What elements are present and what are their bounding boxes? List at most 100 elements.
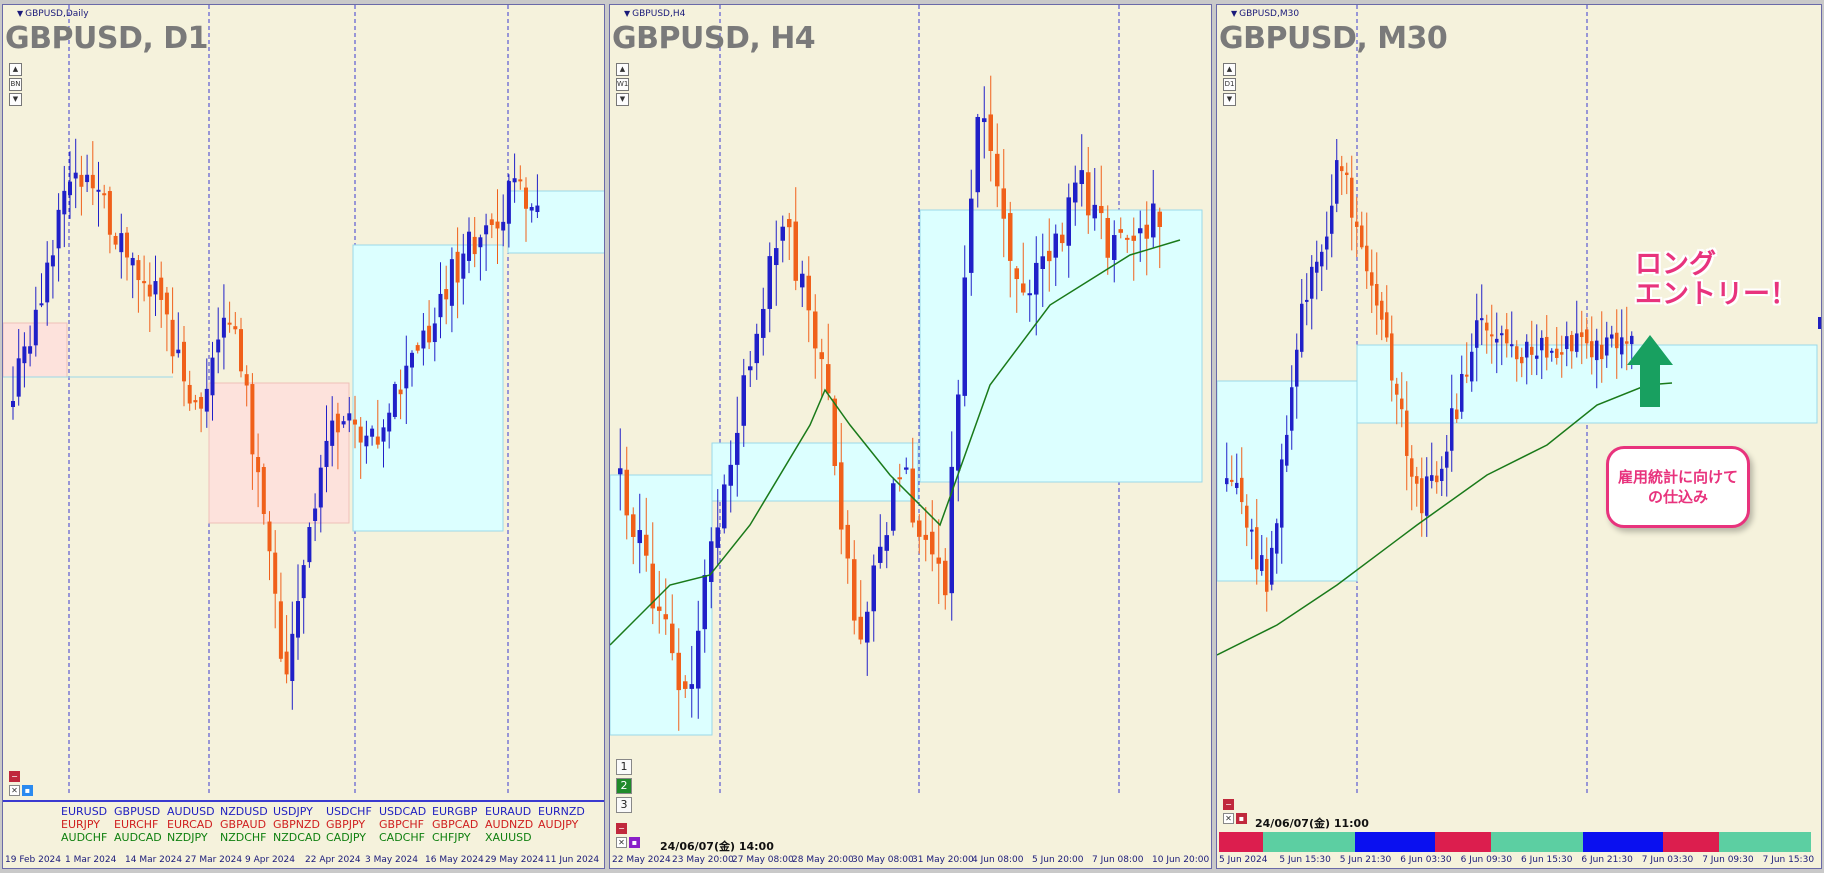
candle-body <box>170 319 175 357</box>
symbol-button[interactable]: NZDUSD <box>220 805 268 818</box>
tf-button-3[interactable]: 3 <box>616 797 632 813</box>
session-block <box>1219 832 1263 852</box>
chart-panel-m30[interactable]: ▼ GBPUSD,M30 GBPUSD, M30 ▲ D1 ▼ − ✕ ▪ 24/… <box>1216 4 1822 869</box>
scroll-up-icon[interactable]: ▲ <box>616 63 629 76</box>
settings-icon[interactable]: ▪ <box>629 837 640 848</box>
symbol-button[interactable]: CADCHF <box>379 831 425 844</box>
settings-icon[interactable]: ▪ <box>22 785 33 796</box>
candle-body <box>1545 336 1549 358</box>
chart-panel-h4[interactable]: ▼ GBPUSD,H4 GBPUSD, H4 ▲ W1 ▼ 1 2 3 − ✕ ▪… <box>609 4 1212 869</box>
candle-body <box>774 248 779 266</box>
minimize-icon[interactable]: − <box>616 823 627 834</box>
symbol-button[interactable]: GBPNZD <box>273 818 320 831</box>
symbol-button[interactable]: EURUSD <box>61 805 108 818</box>
scroll-up-icon[interactable]: ▲ <box>1223 63 1236 76</box>
symbol-button[interactable]: USDCHF <box>326 805 372 818</box>
time-axis-label: 6 Jun 03:30 <box>1400 855 1452 865</box>
symbol-button[interactable]: USDCAD <box>379 805 427 818</box>
candle-body <box>1305 299 1309 302</box>
candle-body <box>22 346 27 364</box>
symbol-button[interactable]: EURCAD <box>167 818 213 831</box>
candle-body <box>949 466 954 594</box>
scroll-down-icon[interactable]: ▼ <box>1223 93 1236 106</box>
callout-text: 雇用統計に向けて の仕込み <box>1617 468 1738 506</box>
symbol-button[interactable]: USDJPY <box>273 805 313 818</box>
candle-body <box>800 273 805 288</box>
symbol-button[interactable]: GBPJPY <box>326 818 366 831</box>
timeframe-link-button[interactable]: D1 <box>1223 78 1236 91</box>
candle-body <box>930 531 935 555</box>
symbol-button[interactable]: EURCHF <box>114 818 159 831</box>
symbol-button[interactable]: AUDCHF <box>61 831 108 844</box>
candle-body <box>1300 303 1304 352</box>
candle-body <box>1540 337 1544 351</box>
m30-time-stamp: 24/06/07(金) 11:00 <box>1255 817 1369 830</box>
symbol-button[interactable]: NZDCAD <box>273 831 321 844</box>
tf-button-2[interactable]: 2 <box>616 778 632 794</box>
candle-body <box>1290 387 1294 431</box>
candle-body <box>761 308 766 338</box>
candle-body <box>1285 434 1289 466</box>
candle-body <box>1390 333 1394 381</box>
scroll-down-icon[interactable]: ▼ <box>9 93 22 106</box>
close-icon[interactable]: ✕ <box>616 837 627 848</box>
symbol-button[interactable]: EURGBP <box>432 805 478 818</box>
timeframe-link-button[interactable]: BN <box>9 78 22 91</box>
close-icon[interactable]: ✕ <box>9 785 20 796</box>
symbol-button[interactable]: AUDJPY <box>538 818 579 831</box>
symbol-button[interactable]: AUDUSD <box>167 805 215 818</box>
time-axis-label: 6 Jun 21:30 <box>1581 855 1633 865</box>
candle-body <box>113 235 118 245</box>
time-axis-label: 4 Jun 08:00 <box>972 855 1024 865</box>
chart-panel-d1[interactable]: ▼ GBPUSD,Daily GBPUSD, D1 ▲ BN ▼ − ✕ ▪ EU… <box>2 4 605 869</box>
candle-body <box>1510 344 1514 347</box>
d1-price-chart[interactable] <box>3 5 605 869</box>
candle-body <box>865 611 870 643</box>
symbol-button[interactable]: GBPAUD <box>220 818 267 831</box>
candle-body <box>988 114 993 152</box>
symbol-button[interactable]: GBPUSD <box>114 805 161 818</box>
symbol-button[interactable]: NZDCHF <box>220 831 267 844</box>
symbol-button[interactable]: NZDJPY <box>167 831 208 844</box>
candle-body <box>472 236 477 255</box>
symbol-button[interactable]: XAUUSD <box>485 831 532 844</box>
symbol-button[interactable]: GBPCAD <box>432 818 479 831</box>
m30-price-chart[interactable] <box>1217 5 1822 869</box>
candle-body <box>806 275 811 311</box>
scroll-up-icon[interactable]: ▲ <box>9 63 22 76</box>
symbol-button[interactable]: GBPCHF <box>379 818 424 831</box>
time-axis-label: 6 Jun 15:30 <box>1521 855 1573 865</box>
close-icon[interactable]: ✕ <box>1223 813 1234 824</box>
settings-icon[interactable]: ▪ <box>1236 813 1247 824</box>
session-block <box>1583 832 1663 852</box>
tf-button-1[interactable]: 1 <box>616 759 632 775</box>
dropdown-arrow-icon[interactable]: ▼ <box>1231 9 1238 18</box>
timeframe-link-button[interactable]: W1 <box>616 78 629 91</box>
candle-body <box>233 326 238 330</box>
minimize-icon[interactable]: − <box>9 771 20 782</box>
range-zone <box>1217 380 1358 582</box>
h4-price-chart[interactable] <box>610 5 1212 869</box>
symbol-button[interactable]: CHFJPY <box>432 831 471 844</box>
symbol-button[interactable]: AUDCAD <box>114 831 162 844</box>
symbol-button[interactable]: EURAUD <box>485 805 532 818</box>
candle-body <box>1460 373 1464 412</box>
session-block <box>1355 832 1435 852</box>
candle-body <box>1630 335 1634 345</box>
candle-body <box>353 419 357 425</box>
scroll-down-icon[interactable]: ▼ <box>616 93 629 106</box>
candle-body <box>1430 475 1434 481</box>
dropdown-arrow-icon[interactable]: ▼ <box>17 9 24 18</box>
candle-body <box>715 527 720 548</box>
candle-body <box>1086 172 1091 216</box>
time-axis-label: 23 May 20:00 <box>672 855 734 865</box>
symbol-button[interactable]: EURJPY <box>61 818 100 831</box>
candle-body <box>689 684 694 689</box>
symbol-button[interactable]: CADJPY <box>326 831 367 844</box>
candle-body <box>461 253 466 279</box>
symbol-button[interactable]: EURNZD <box>538 805 585 818</box>
dropdown-arrow-icon[interactable]: ▼ <box>624 9 631 18</box>
minimize-icon[interactable]: − <box>1223 799 1234 810</box>
candle-body <box>1525 341 1529 358</box>
symbol-button[interactable]: AUDNZD <box>485 818 534 831</box>
